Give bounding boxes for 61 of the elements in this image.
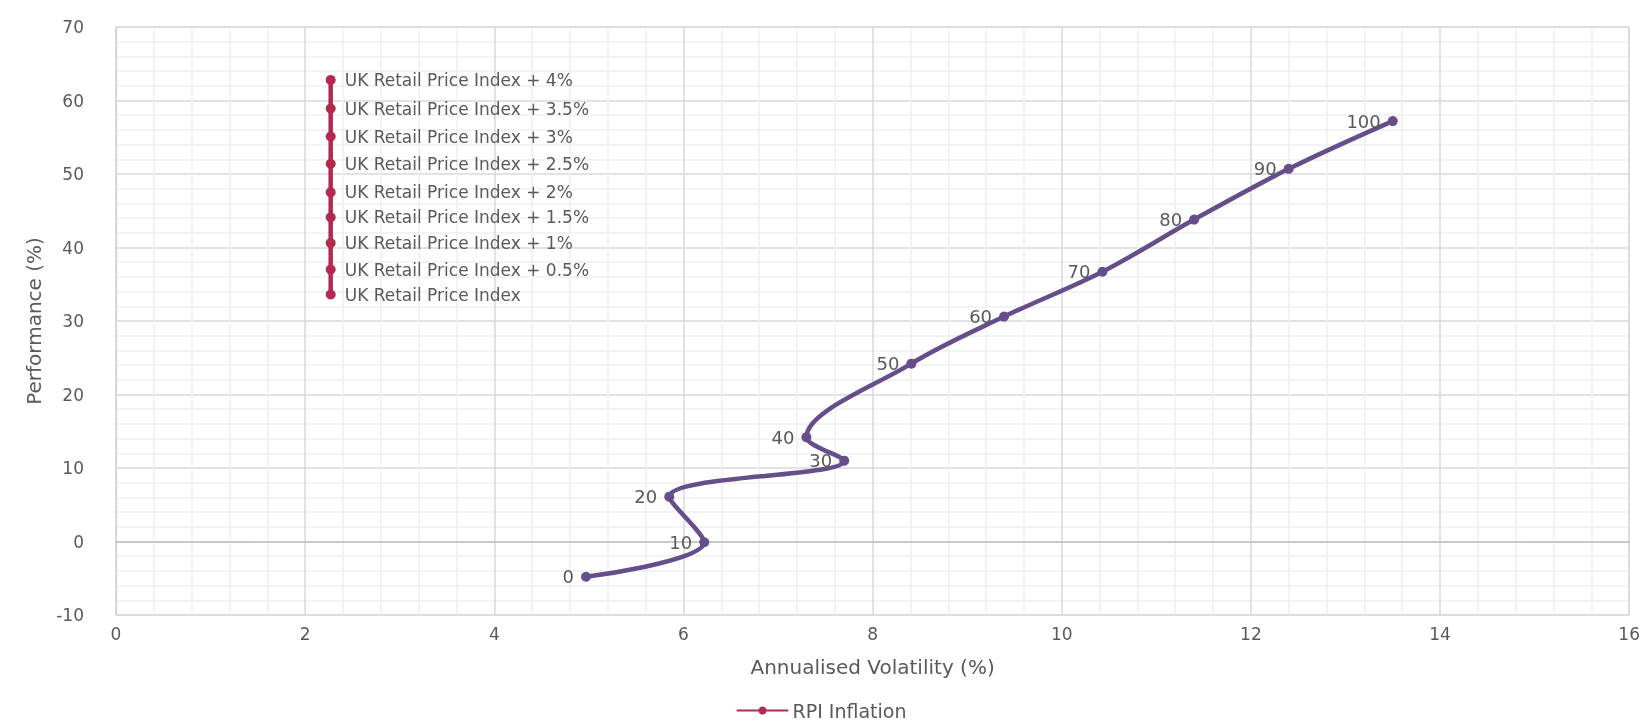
y-tick-label: 30 xyxy=(62,311,84,331)
point xyxy=(325,238,336,249)
x-tick-label: 10 xyxy=(1050,623,1073,644)
x-tick-label: 0 xyxy=(110,623,122,644)
x-tick-label: 6 xyxy=(678,623,689,644)
annotation: 70 xyxy=(1067,261,1091,283)
annotation: UK Retail Price Index xyxy=(344,284,521,305)
x-tick-label: 2 xyxy=(299,623,311,644)
annotation: UK Retail Price Index + 4% xyxy=(344,69,573,90)
annotation: UK Retail Price Index + 0.5% xyxy=(344,259,590,280)
y-tick-label: 20 xyxy=(62,384,84,405)
y-tick-label: 40 xyxy=(62,237,84,258)
annotation: 100 xyxy=(1346,110,1381,132)
x-tick-label: 4 xyxy=(488,623,500,644)
annotation: UK Retail Price Index + 2.5% xyxy=(344,153,590,174)
x-tick-label: 8 xyxy=(867,623,879,644)
point xyxy=(1189,214,1200,225)
point xyxy=(1387,116,1398,127)
point xyxy=(325,212,336,223)
y-tick-label: 0 xyxy=(73,531,84,552)
point xyxy=(1283,163,1294,174)
annotation: 0 xyxy=(562,566,575,588)
point xyxy=(801,432,812,443)
y-tick-label: 70 xyxy=(62,17,84,37)
point xyxy=(664,491,675,502)
annotation: 80 xyxy=(1159,209,1183,231)
annotation: 10 xyxy=(669,531,693,553)
point xyxy=(906,358,917,369)
x-tick-label: 14 xyxy=(1429,623,1451,644)
annotation: 40 xyxy=(771,426,795,448)
point xyxy=(1097,266,1108,277)
point xyxy=(999,311,1010,322)
point xyxy=(325,103,336,114)
point xyxy=(325,131,336,142)
annotation: UK Retail Price Index + 3% xyxy=(344,126,573,147)
point xyxy=(325,187,336,198)
legend-label: RPI Inflation xyxy=(792,699,907,722)
y-tick-label: 50 xyxy=(62,164,84,184)
annotation: UK Retail Price Index + 1.5% xyxy=(344,207,590,228)
y-tick-label: 60 xyxy=(62,90,84,111)
annotation: 50 xyxy=(876,353,900,375)
annotation: UK Retail Price Index + 2% xyxy=(344,182,573,203)
point xyxy=(581,571,592,582)
point xyxy=(839,455,850,466)
annotation: 60 xyxy=(969,306,993,328)
annotation: 20 xyxy=(634,486,658,508)
y-tick-label: 10 xyxy=(62,458,84,478)
point xyxy=(325,289,336,300)
x-tick-label: 16 xyxy=(1618,623,1640,644)
annotation: 90 xyxy=(1253,158,1277,180)
x-axis-title: Annualised Volatility (%) xyxy=(750,655,995,679)
point xyxy=(325,158,336,169)
point xyxy=(699,537,710,548)
y-axis-title: Performance (%) xyxy=(22,237,46,405)
point xyxy=(325,74,336,85)
annotation: UK Retail Price Index + 1% xyxy=(344,233,573,254)
x-tick-label: 12 xyxy=(1240,623,1262,644)
y-tick-label: -10 xyxy=(56,605,84,625)
annotation: UK Retail Price Index + 3.5% xyxy=(344,98,590,119)
point xyxy=(325,264,336,275)
annotation: 30 xyxy=(809,450,833,472)
